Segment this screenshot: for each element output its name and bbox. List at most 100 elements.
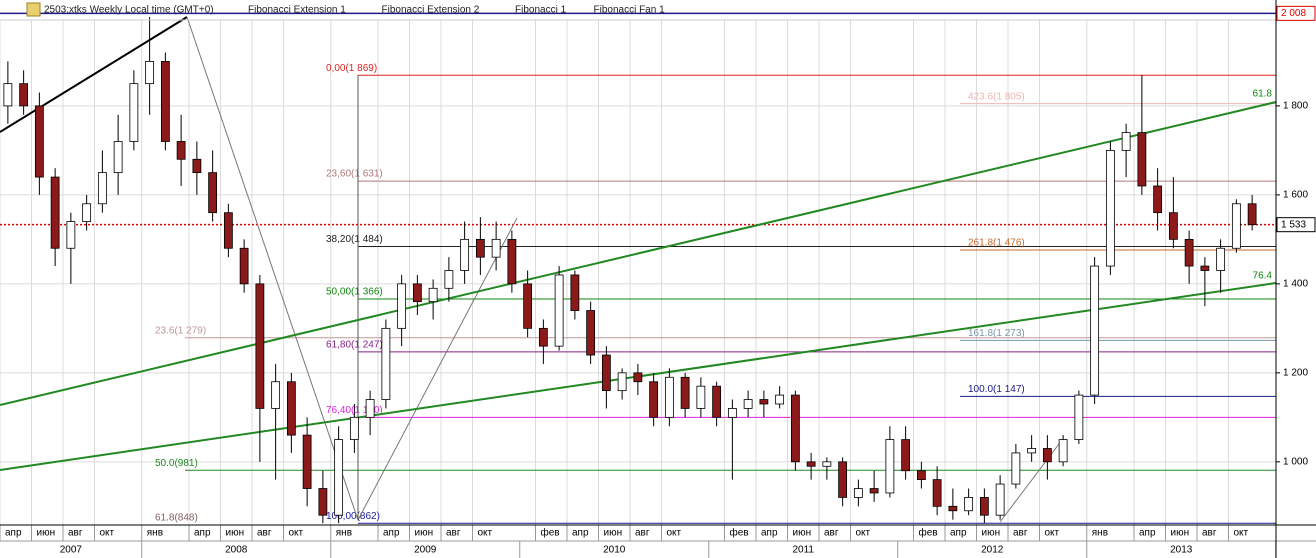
candle-body	[160, 60, 170, 142]
x-tick-label: авг	[1013, 528, 1028, 539]
tool-item[interactable]: Fibonacci 1	[515, 5, 567, 16]
candle-body	[318, 488, 328, 516]
candle-body	[601, 354, 611, 392]
x-tick-label: апр	[761, 528, 778, 539]
candle-body	[286, 381, 296, 436]
candle-body	[727, 408, 737, 418]
candle-body	[916, 470, 926, 481]
fan-line	[0, 101, 1277, 406]
candle-body	[50, 176, 60, 249]
tool-item[interactable]: Fibonacci Extension 1	[248, 5, 346, 16]
candle-body	[475, 238, 485, 258]
tool-item[interactable]: Fibonacci Fan 1	[594, 5, 666, 16]
candle-body	[822, 461, 832, 467]
x-tick-label: июн	[1171, 528, 1190, 539]
x-tick-label: июн	[226, 528, 245, 539]
candle-body	[1058, 439, 1068, 463]
candle-body	[979, 497, 989, 516]
fib-label: 0,00(1 869)	[326, 63, 377, 74]
last-price-label: 1 533	[1281, 219, 1306, 230]
header-icon[interactable]	[26, 2, 41, 17]
fib-label: 50.0(981)	[155, 458, 198, 469]
fib-label: 161.8(1 273)	[968, 328, 1025, 339]
candle-body	[192, 158, 202, 174]
fib-label: 423.6(1 805)	[968, 91, 1025, 102]
candle-body	[806, 461, 816, 467]
candle-body	[775, 394, 785, 405]
candle-body	[334, 439, 344, 516]
year-label: 2011	[792, 545, 814, 556]
candle-body	[523, 283, 533, 329]
candle-body	[491, 238, 501, 258]
candle-body	[129, 83, 139, 142]
y-tick-label: 1 000	[1283, 456, 1308, 467]
x-tick-label: окт	[478, 528, 493, 539]
candle-body	[302, 434, 312, 489]
tool-item[interactable]: Fibonacci Extension 2	[382, 5, 480, 16]
candle-body	[1216, 247, 1226, 271]
x-tick-label: июн	[37, 528, 56, 539]
y-tick-label: 1 800	[1283, 101, 1308, 112]
x-tick-label: апр	[383, 528, 400, 539]
candle-body	[712, 385, 722, 418]
y-tick-label: 1 600	[1283, 190, 1308, 201]
x-tick-label: окт	[1234, 528, 1249, 539]
fib-label: 38,20(1 484)	[326, 234, 383, 245]
candle-body	[19, 83, 29, 107]
x-tick-label: апр	[950, 528, 967, 539]
candle-body	[554, 274, 564, 347]
candle-body	[1011, 452, 1021, 485]
x-tick-label: окт	[856, 528, 871, 539]
candle-body	[1090, 265, 1100, 396]
x-tick-label: окт	[1045, 528, 1060, 539]
year-label: 2012	[981, 545, 1004, 556]
candle-body	[1137, 132, 1147, 187]
x-tick-label: окт	[289, 528, 304, 539]
candle-body	[1200, 265, 1210, 271]
candle-body	[271, 381, 281, 409]
x-tick-label: апр	[572, 528, 589, 539]
candle-body	[381, 327, 391, 400]
x-tick-label: янв	[1092, 528, 1108, 539]
candle-body	[680, 376, 690, 409]
x-tick-label: авг	[635, 528, 650, 539]
x-tick-label: янв	[336, 528, 352, 539]
year-label: 2009	[414, 545, 437, 556]
x-tick-label: авг	[446, 528, 461, 539]
year-label: 2013	[1170, 545, 1193, 556]
fan-label: 76.4	[1253, 271, 1273, 282]
year-label: 2008	[225, 545, 248, 556]
y-tick-label: 1 400	[1283, 278, 1308, 289]
fan-label: 61.8	[1253, 89, 1273, 100]
candle-body	[176, 141, 186, 160]
candle-body	[633, 372, 643, 383]
candle-body	[759, 399, 769, 405]
fib-label: 61.8(848)	[155, 513, 198, 524]
fib-label: 100,00(862)	[326, 511, 380, 522]
candle-body	[901, 439, 911, 472]
candle-body	[507, 238, 517, 285]
x-tick-label: фев	[730, 527, 749, 539]
candle-body	[932, 479, 942, 507]
candle-body	[349, 416, 359, 440]
candle-body	[412, 283, 422, 303]
candle-body	[1153, 185, 1163, 214]
candle-body	[1231, 203, 1241, 249]
x-tick-label: июн	[415, 528, 434, 539]
fib-label: 100.0(1 147)	[968, 384, 1025, 395]
candle-body	[1184, 238, 1194, 267]
y-tick-label: 1 200	[1283, 367, 1308, 378]
candle-body	[790, 394, 800, 463]
x-tick-label: июн	[793, 528, 812, 539]
candle-body	[1247, 203, 1257, 226]
candle-body	[570, 274, 580, 311]
x-tick-label: фев	[541, 527, 560, 539]
candle-body	[460, 238, 470, 271]
x-tick-label: авг	[257, 528, 272, 539]
candle-body	[869, 488, 879, 494]
year-label: 2010	[603, 545, 626, 556]
symbol-label[interactable]: 2503:xtks Weekly Local time (GMT+0)	[44, 5, 214, 16]
candle-body	[1121, 132, 1131, 151]
x-tick-label: апр	[5, 528, 22, 539]
